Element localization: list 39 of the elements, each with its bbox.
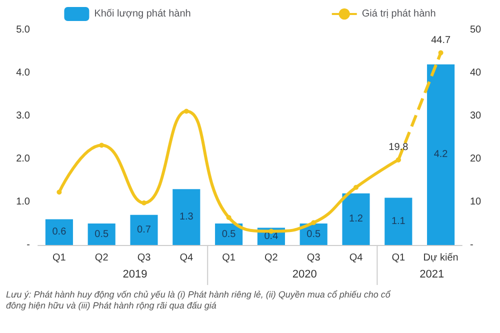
data-label: 4.2 <box>434 149 448 160</box>
data-label: 1.2 <box>349 214 364 225</box>
x-tick-label: Q3 <box>137 252 152 264</box>
text: Lưu ý: Phát hành huy động vốn chủ yếu là (i) Phát hành riêng lẻ, (ii) Quyền mua cổ phiếu cho cổ đông hiện hữu và (iii) Phát hành rộng rãi qua đấu giá <box>6 290 393 310</box>
text: 2021 <box>420 268 444 280</box>
y2-tick-label: 50 <box>470 24 482 36</box>
x-tick-label: Q2 <box>94 252 109 264</box>
y-tick-label: - <box>26 240 30 250</box>
data-label: 1.1 <box>391 216 406 227</box>
y2-tick-label: 30 <box>470 110 482 122</box>
y-tick-label: 1.0 <box>16 196 30 208</box>
x-tick-label: Q1 <box>222 252 236 264</box>
data-label: 0.5 <box>306 228 321 240</box>
x-tick-label: Dự kiến <box>423 252 458 264</box>
y-tick-label: 3.0 <box>16 110 30 122</box>
x-tick-label: Q1 <box>52 252 66 264</box>
legend-label: Giá trị phát hành <box>362 8 436 20</box>
y2-tick-label: 40 <box>470 68 482 78</box>
x-tick-label: Q2 <box>264 252 278 264</box>
x-tick-label: Q4 <box>349 252 364 264</box>
y-tick-label: 2.0 <box>16 154 30 164</box>
legend-label: Khối lượng phát hành <box>94 8 191 20</box>
y-tick-label: 4.0 <box>16 68 30 78</box>
data-label: 44.7 <box>431 34 451 46</box>
text: 2020 <box>292 268 317 280</box>
y-tick-label: 5.0 <box>16 24 30 36</box>
x-tick-label: Q4 <box>180 252 194 264</box>
y2-tick-label: 10 <box>470 196 482 208</box>
x-tick-label: Q1 <box>392 252 406 264</box>
y2-tick-label: - <box>470 240 474 250</box>
y2-tick-label: 20 <box>470 154 482 164</box>
data-label: 1.3 <box>179 212 194 223</box>
data-label: 0.5 <box>222 228 236 240</box>
x-tick-label: Q3 <box>306 252 321 264</box>
data-label: 0.7 <box>137 224 152 236</box>
data-label: 0.5 <box>94 228 109 240</box>
data-label: 19.8 <box>388 142 409 153</box>
data-label: 0.6 <box>52 226 67 238</box>
text: 2019 <box>122 268 148 280</box>
